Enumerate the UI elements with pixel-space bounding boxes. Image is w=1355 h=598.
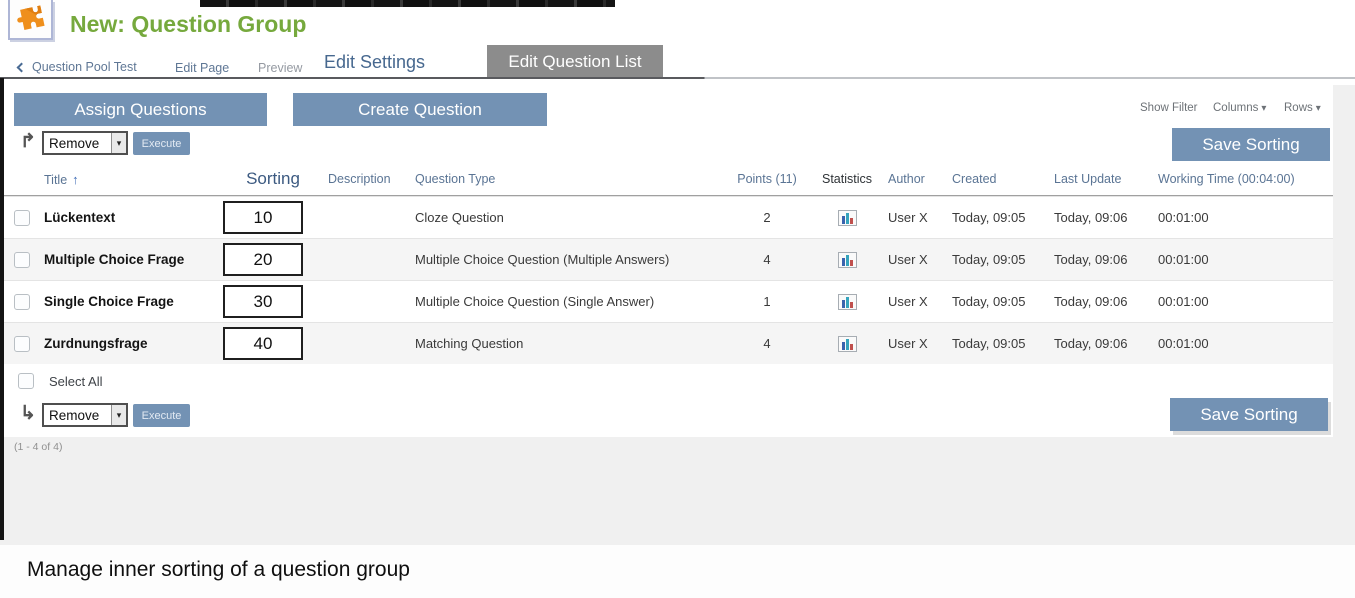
question-working-time: 00:01:00 xyxy=(1158,336,1209,351)
execute-button-bottom[interactable]: Execute xyxy=(133,404,190,427)
column-header-created[interactable]: Created xyxy=(952,172,997,186)
column-header-title[interactable]: Title xyxy=(44,172,218,187)
question-points: 4 xyxy=(763,336,771,351)
select-caret-icon[interactable] xyxy=(111,133,126,153)
column-header-points[interactable]: Points (11) xyxy=(737,172,797,186)
page-title: New: Question Group xyxy=(70,11,307,37)
puzzle-icon xyxy=(16,5,45,30)
row-checkbox[interactable] xyxy=(14,251,30,268)
table-row: Single Choice Frage Multiple Choice Ques… xyxy=(4,280,1333,322)
select-all-checkbox[interactable] xyxy=(18,373,34,389)
tab-underline xyxy=(0,77,1355,79)
cropped-text-artifact xyxy=(200,0,615,7)
column-header-statistics: Statistics xyxy=(821,172,872,186)
back-to-question-pool-link[interactable]: Question Pool Test xyxy=(16,60,137,74)
question-type: Matching Question xyxy=(415,336,524,351)
table-row: Multiple Choice Frage Multiple Choice Qu… xyxy=(4,238,1333,280)
question-author: User X xyxy=(888,336,928,351)
select-caret-icon[interactable] xyxy=(111,405,126,425)
question-points: 4 xyxy=(763,252,771,267)
question-table: Title Sorting Description Question Type … xyxy=(4,163,1333,364)
table-row: Lückentext Cloze Question 2 User X Today… xyxy=(4,196,1333,238)
column-header-sorting[interactable]: Sorting xyxy=(246,169,300,188)
table-header-row: Title Sorting Description Question Type … xyxy=(4,163,1333,196)
row-checkbox[interactable] xyxy=(14,335,30,352)
row-checkbox[interactable] xyxy=(14,209,30,226)
question-created: Today, 09:05 xyxy=(952,294,1026,309)
question-author: User X xyxy=(888,252,928,267)
tab-preview[interactable]: Preview xyxy=(258,61,303,75)
table-row: Zurdnungsfrage Matching Question 4 User … xyxy=(4,322,1333,364)
columns-dropdown[interactable]: Columns xyxy=(1213,102,1266,114)
question-last-update: Today, 09:06 xyxy=(1054,336,1128,351)
column-header-author[interactable]: Author xyxy=(888,172,925,186)
row-checkbox[interactable] xyxy=(14,293,30,310)
question-created: Today, 09:05 xyxy=(952,210,1026,225)
lower-gray-band xyxy=(0,437,1355,545)
save-sorting-button-bottom[interactable]: Save Sorting xyxy=(1170,398,1328,431)
caption-band xyxy=(0,545,1355,598)
right-margin-strip xyxy=(1333,85,1355,437)
sorting-input[interactable] xyxy=(223,201,303,234)
question-working-time: 00:01:00 xyxy=(1158,210,1209,225)
back-chevron-icon xyxy=(16,62,27,73)
question-last-update: Today, 09:06 xyxy=(1054,252,1128,267)
execute-button-top[interactable]: Execute xyxy=(133,132,190,155)
question-points: 2 xyxy=(763,210,771,225)
assign-questions-button[interactable]: Assign Questions xyxy=(14,93,267,126)
question-title: Multiple Choice Frage xyxy=(44,252,185,267)
question-title: Zurdnungsfrage xyxy=(44,336,148,351)
rows-dropdown[interactable]: Rows xyxy=(1284,102,1321,114)
tutorial-caption: Manage inner sorting of a question group xyxy=(27,558,410,581)
sorting-input[interactable] xyxy=(223,243,303,276)
column-header-last-update[interactable]: Last Update xyxy=(1054,172,1122,186)
question-group-icon-box xyxy=(8,0,53,40)
question-author: User X xyxy=(888,294,928,309)
bulk-action-value: Remove xyxy=(49,407,100,423)
bulk-action-select-bottom[interactable]: Remove xyxy=(42,403,128,427)
question-created: Today, 09:05 xyxy=(952,336,1026,351)
question-last-update: Today, 09:06 xyxy=(1054,210,1128,225)
question-author: User X xyxy=(888,210,928,225)
apply-to-selected-down-arrow-icon xyxy=(20,404,36,423)
sorting-input[interactable] xyxy=(223,327,303,360)
tab-edit-question-list[interactable]: Edit Question List xyxy=(487,45,663,79)
question-list-panel: Assign Questions Create Question Show Fi… xyxy=(4,85,1333,437)
question-title: Lückentext xyxy=(44,210,116,225)
question-points: 1 xyxy=(763,294,771,309)
column-header-question-type[interactable]: Question Type xyxy=(415,172,496,186)
question-working-time: 00:01:00 xyxy=(1158,252,1209,267)
question-created: Today, 09:05 xyxy=(952,252,1026,267)
statistics-chart-icon[interactable] xyxy=(837,251,857,268)
statistics-chart-icon[interactable] xyxy=(837,293,857,310)
tab-edit-page[interactable]: Edit Page xyxy=(175,61,230,75)
column-header-description[interactable]: Description xyxy=(328,172,391,186)
question-title: Single Choice Frage xyxy=(44,294,174,309)
bulk-action-value: Remove xyxy=(49,135,100,151)
statistics-chart-icon[interactable] xyxy=(837,335,857,352)
sorting-input[interactable] xyxy=(223,285,303,318)
question-last-update: Today, 09:06 xyxy=(1054,294,1128,309)
back-link-label: Question Pool Test xyxy=(32,60,137,74)
question-working-time: 00:01:00 xyxy=(1158,294,1209,309)
question-type: Multiple Choice Question (Single Answer) xyxy=(415,294,655,309)
statistics-chart-icon[interactable] xyxy=(837,209,857,226)
apply-to-selected-up-arrow-icon xyxy=(20,132,36,151)
sort-ascending-icon xyxy=(67,173,79,187)
show-filter-link[interactable]: Show Filter xyxy=(1140,102,1198,114)
select-all-label: Select All xyxy=(49,373,103,389)
tab-edit-settings[interactable]: Edit Settings xyxy=(324,52,426,72)
left-border-strip xyxy=(0,78,4,540)
column-header-working-time: Working Time (00:04:00) xyxy=(1158,172,1295,186)
select-all-row: Select All xyxy=(18,365,102,397)
save-sorting-button-top[interactable]: Save Sorting xyxy=(1172,128,1330,161)
question-type: Multiple Choice Question (Multiple Answe… xyxy=(415,252,670,267)
bulk-action-select-top[interactable]: Remove xyxy=(42,131,128,155)
pagination-info: (1 - 4 of 4) xyxy=(14,441,63,453)
create-question-button[interactable]: Create Question xyxy=(293,93,547,126)
question-type: Cloze Question xyxy=(415,210,504,225)
